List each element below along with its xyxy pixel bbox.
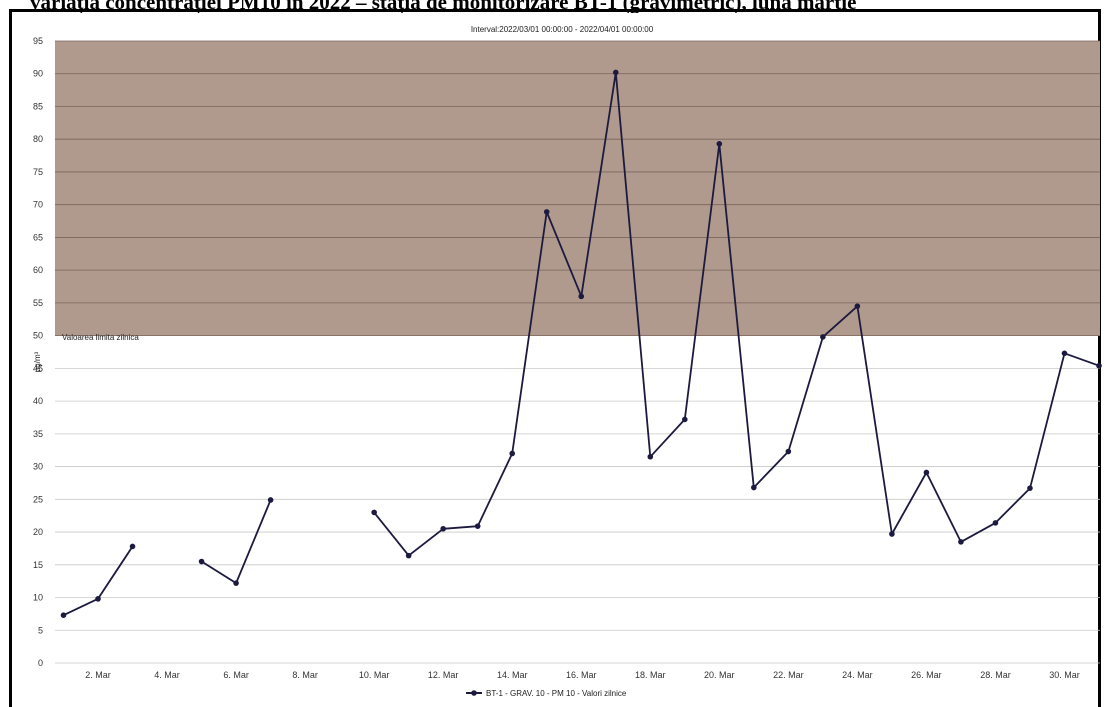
series-line <box>201 499 272 584</box>
y-tick-label: 70 <box>33 200 43 210</box>
y-tick-label: 75 <box>33 167 43 177</box>
y-axis-label: µg/m³ <box>33 351 42 372</box>
data-point <box>509 450 516 457</box>
data-point <box>612 69 619 76</box>
grid-lines <box>55 40 1100 664</box>
threshold-label: Valoarea limita zilnica <box>62 333 139 342</box>
y-tick-label: 20 <box>33 527 43 537</box>
data-point <box>129 543 136 550</box>
data-point <box>474 523 481 529</box>
y-tick-label: 30 <box>33 462 43 472</box>
series-line <box>373 71 1100 557</box>
data-point <box>889 531 895 537</box>
y-tick-label: 0 <box>38 658 43 668</box>
threshold-exceedance-area <box>55 41 1100 336</box>
y-tick-label: 5 <box>38 625 43 635</box>
data-point <box>267 497 274 503</box>
data-point <box>958 539 964 545</box>
data-point <box>992 520 999 526</box>
y-tick-label: 25 <box>33 494 43 504</box>
x-tick-label: 22. Mar <box>773 670 804 680</box>
data-point <box>440 525 446 532</box>
x-tick-label: 28. Mar <box>980 670 1011 680</box>
legend-marker <box>471 690 477 696</box>
y-tick-label: 95 <box>33 36 43 46</box>
y-tick-label: 60 <box>33 265 43 275</box>
data-point <box>647 453 654 460</box>
data-point <box>785 448 792 455</box>
y-tick-label: 55 <box>33 298 43 308</box>
x-tick-label: 8. Mar <box>292 670 318 680</box>
y-axis-ticks: 0 5 10 15 20 25 30 35 40 45 50 55 60 65 70 75 80 85 90 95 <box>33 36 43 668</box>
x-tick-label: 24. Mar <box>842 670 873 680</box>
data-point <box>923 469 930 476</box>
x-tick-label: 14. Mar <box>497 670 528 680</box>
data-point <box>682 416 688 423</box>
y-tick-label: 80 <box>33 134 43 144</box>
y-tick-label: 50 <box>33 331 43 341</box>
x-tick-label: 4. Mar <box>154 670 180 680</box>
y-tick-label: 90 <box>33 69 43 79</box>
x-tick-label: 16. Mar <box>566 670 597 680</box>
x-tick-label: 30. Mar <box>1049 670 1080 680</box>
data-point <box>1027 485 1033 491</box>
data-point <box>578 293 585 300</box>
x-axis-ticks: 2. Mar 4. Mar 6. Mar 8. Mar 10. Mar 12. Mar 14… <box>85 670 1079 680</box>
x-tick-label: 18. Mar <box>635 670 666 680</box>
data-point <box>233 580 239 586</box>
y-tick-label: 40 <box>33 396 43 406</box>
x-tick-label: 12. Mar <box>428 670 459 680</box>
data-point <box>198 558 205 565</box>
legend: BT-1 - GRAV. 10 - PM 10 - Valori zilnice <box>466 689 627 698</box>
series-layer <box>60 69 1102 619</box>
x-tick-label: 26. Mar <box>911 670 942 680</box>
chart-title: Interval:2022/03/01 00:00:00 - 2022/04/0… <box>471 25 654 34</box>
data-point <box>820 334 826 340</box>
data-point <box>1061 350 1068 357</box>
threshold-band <box>55 41 1100 336</box>
x-tick-label: 6. Mar <box>223 670 249 680</box>
x-tick-label: 10. Mar <box>359 670 390 680</box>
data-point <box>60 612 67 619</box>
data-point <box>405 552 412 559</box>
data-point <box>716 140 723 147</box>
series-line <box>63 546 134 617</box>
y-tick-label: 45 <box>33 363 43 373</box>
data-point <box>751 484 757 491</box>
y-tick-label: 65 <box>33 232 43 242</box>
y-tick-label: 85 <box>33 101 43 111</box>
x-tick-label: 2. Mar <box>85 670 111 680</box>
data-point <box>543 209 550 215</box>
legend-label: BT-1 - GRAV. 10 - PM 10 - Valori zilnice <box>486 689 627 698</box>
chart-frame <box>9 9 1101 707</box>
y-tick-label: 35 <box>33 429 43 439</box>
data-point <box>371 509 377 516</box>
data-point <box>95 596 101 602</box>
data-point <box>1096 362 1102 369</box>
x-tick-label: 20. Mar <box>704 670 735 680</box>
y-tick-label: 15 <box>33 560 43 570</box>
y-tick-label: 10 <box>33 593 43 603</box>
data-point <box>854 303 861 309</box>
